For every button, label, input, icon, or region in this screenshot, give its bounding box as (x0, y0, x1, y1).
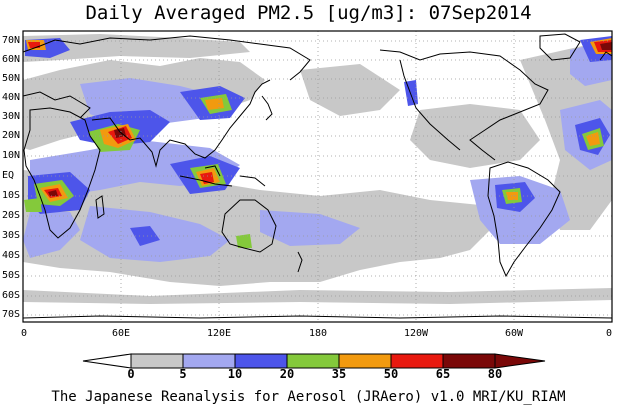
colorbar-segment-1 (130, 353, 184, 369)
lat-label: 30N (2, 111, 21, 122)
lat-label: EQ (2, 170, 15, 181)
colorbar-segment-5 (338, 353, 392, 369)
lat-label: 50N (2, 73, 21, 84)
lon-label: 60W (504, 328, 524, 339)
map-grid (23, 31, 612, 322)
lat-label: 30S (2, 230, 21, 241)
map-title: Daily Averaged PM2.5 [ug/m3]: 07Sep2014 (85, 2, 532, 24)
colorbar-label: 35 (331, 367, 347, 381)
lat-label: 60S (2, 290, 21, 301)
lat-label: 70S (2, 309, 21, 320)
lat-label: 60N (2, 54, 21, 65)
lat-label: 70N (2, 35, 21, 46)
colorbar-label: 65 (435, 367, 451, 381)
lat-label: 50S (2, 270, 21, 281)
lon-label: 0 (20, 328, 28, 339)
colorbar-segment-8 (494, 353, 546, 369)
lon-label: 60E (111, 328, 131, 339)
colorbar-label: 50 (383, 367, 399, 381)
lat-label: 40S (2, 250, 21, 261)
lon-label: 120W (403, 328, 429, 339)
colorbar-segment-7 (442, 353, 496, 369)
colorbar-segment-4 (286, 353, 340, 369)
lon-label: 0 (605, 328, 613, 339)
coastlines (22, 33, 613, 319)
colorbar-label: 20 (279, 367, 295, 381)
colorbar-label: 10 (227, 367, 243, 381)
lon-label: 180 (308, 328, 328, 339)
lat-label: 20N (2, 130, 21, 141)
lat-label: 40N (2, 92, 21, 103)
colorbar (82, 353, 546, 369)
colorbar-label: 5 (179, 367, 187, 381)
lat-label: 10S (2, 190, 21, 201)
map-frame (22, 30, 613, 323)
lat-label: 10N (2, 150, 21, 161)
footer-credit: The Japanese Reanalysis for Aerosol (JRA… (51, 389, 566, 405)
colorbar-label: 80 (487, 367, 503, 381)
colorbar-segment-6 (390, 353, 444, 369)
colorbar-segment-3 (234, 353, 288, 369)
pm25-field (23, 34, 612, 304)
colorbar-segment-2 (182, 353, 236, 369)
lon-label: 120E (206, 328, 232, 339)
lat-label: 20S (2, 210, 21, 221)
colorbar-label: 0 (127, 367, 135, 381)
colorbar-segment-0 (82, 353, 132, 369)
